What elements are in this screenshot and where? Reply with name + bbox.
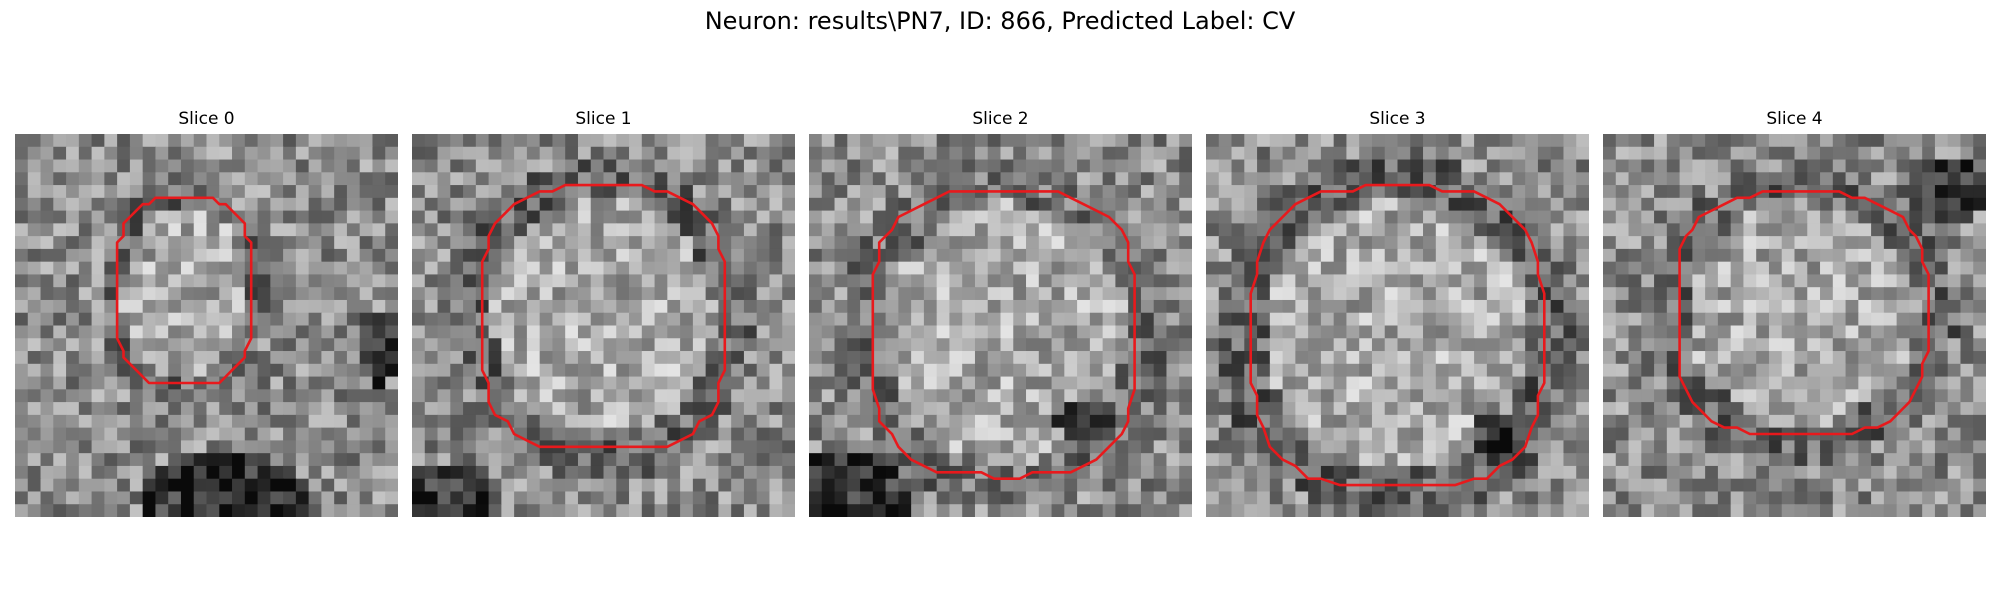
slice-pixels <box>1206 134 1589 517</box>
slice-title-0: Slice 0 <box>178 109 235 129</box>
slice-pixels <box>809 134 1192 517</box>
slice-panel-2: Slice 2 <box>809 108 1192 517</box>
cell-contour <box>1249 183 1546 487</box>
slice-image-4 <box>1603 134 1986 517</box>
slice-panel-1: Slice 1 <box>412 108 795 517</box>
slice-panel-0: Slice 0 <box>15 108 398 517</box>
slice-image-3 <box>1206 134 1589 517</box>
slice-title-4: Slice 4 <box>1766 109 1823 129</box>
slice-pixels <box>15 134 398 517</box>
slice-image-2 <box>809 134 1192 517</box>
slice-image-0 <box>15 134 398 517</box>
slice-pixels <box>412 134 795 517</box>
slice-panel-3: Slice 3 <box>1206 108 1589 517</box>
slice-title-2: Slice 2 <box>972 109 1029 129</box>
slice-pixels <box>1603 134 1986 517</box>
cell-contour <box>115 196 253 385</box>
cell-contour <box>871 190 1136 481</box>
figure-title: Neuron: results\PN7, ID: 866, Predicted … <box>704 7 1296 35</box>
slice-panel-4: Slice 4 <box>1603 108 1986 517</box>
cell-contour <box>1678 190 1930 436</box>
slice-title-1: Slice 1 <box>575 109 632 129</box>
slice-image-1 <box>412 134 795 517</box>
slice-title-3: Slice 3 <box>1369 109 1426 129</box>
cell-contour <box>480 183 727 449</box>
